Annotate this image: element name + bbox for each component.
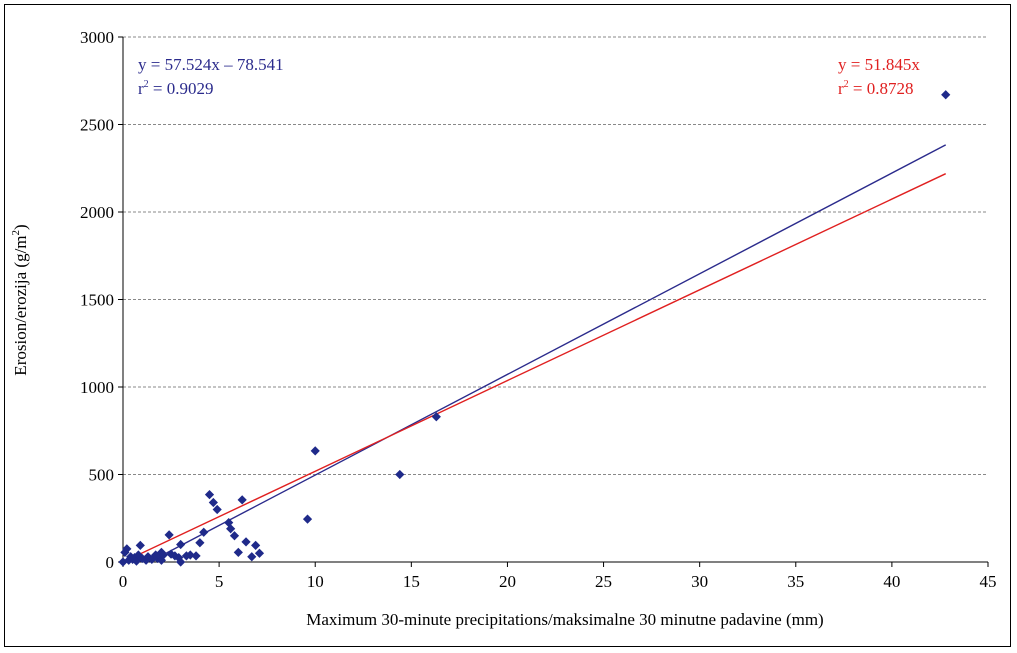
x-tick-label: 35	[787, 572, 804, 591]
x-tick-label: 0	[119, 572, 128, 591]
data-point	[176, 557, 186, 567]
y-tick-label: 500	[89, 466, 115, 485]
y-axis-title: Erosion/erozija (g/m2)	[10, 224, 30, 375]
data-point	[302, 514, 313, 524]
data-point	[254, 548, 265, 558]
y-tick-label: 1000	[80, 378, 114, 397]
fit-r2-blue: r2 = 0.9029	[138, 79, 214, 98]
data-point	[204, 490, 215, 500]
data-point	[176, 539, 186, 550]
data-point	[191, 551, 201, 561]
data-point	[237, 495, 247, 505]
fit-line-blue	[149, 144, 947, 563]
fit-r2-blue-label: r	[138, 79, 144, 98]
x-axis-title: Maximum 30-minute precipitations/maksima…	[306, 610, 823, 629]
data-point	[941, 90, 951, 100]
data-point	[241, 537, 251, 547]
data-point	[233, 547, 243, 557]
y-axis-title-main: Erosion/erozija (g/m	[11, 235, 30, 375]
x-tick-label: 5	[215, 572, 224, 591]
data-point	[195, 538, 205, 548]
data-point	[199, 527, 209, 537]
gridlines	[123, 36, 988, 475]
fit-r2-red: r2 = 0.8728	[838, 79, 914, 98]
fit-equation-blue: y = 57.524x – 78.541	[138, 55, 284, 74]
data-point	[118, 557, 128, 567]
y-tick-label: 1500	[80, 291, 114, 310]
data-point	[226, 524, 236, 534]
y-tick-label: 2000	[80, 203, 114, 222]
data-point	[431, 412, 441, 422]
chart-frame	[4, 4, 1011, 647]
y-axis-title-sup: 2	[10, 230, 22, 236]
fit-r2-blue-sup: 2	[144, 79, 149, 90]
data-point	[185, 550, 195, 560]
fit-label-red: y = 51.845x r2 = 0.8728	[838, 55, 920, 98]
x-tick-label: 15	[403, 572, 420, 591]
fit-r2-red-value: = 0.8728	[849, 79, 914, 98]
fit-label-blue: y = 57.524x – 78.541 r2 = 0.9029	[138, 55, 284, 98]
data-point	[158, 550, 168, 560]
data-points	[118, 90, 951, 567]
fit-equation-red: y = 51.845x	[838, 55, 920, 74]
x-tick-label: 30	[691, 572, 708, 591]
fit-r2-red-sup: 2	[844, 79, 849, 90]
data-point	[208, 497, 218, 508]
fit-line-red	[122, 173, 947, 563]
x-tick-label: 45	[980, 572, 997, 591]
data-point	[251, 540, 261, 550]
data-point	[135, 540, 145, 550]
data-point	[212, 504, 222, 515]
x-tick-label: 40	[883, 572, 900, 591]
data-point	[229, 531, 240, 541]
fit-r2-blue-value: = 0.9029	[149, 79, 214, 98]
x-tick-label: 10	[307, 572, 324, 591]
y-tick-label: 2500	[80, 116, 114, 135]
data-point	[395, 469, 405, 480]
y-axis-title-end: )	[11, 224, 30, 230]
data-point	[122, 544, 132, 554]
y-tick-label: 3000	[80, 28, 114, 47]
x-tick-label: 20	[499, 572, 516, 591]
axes	[118, 36, 989, 567]
fit-r2-red-label: r	[838, 79, 844, 98]
data-point	[247, 552, 257, 562]
data-point	[310, 446, 320, 456]
fit-lines	[122, 144, 947, 563]
y-tick-label: 0	[106, 553, 115, 572]
data-point	[164, 530, 174, 540]
tick-labels: 0 500 1000 1500 2000 2500 3000 0 5 10 15 20 25 30 35 40…	[80, 28, 997, 591]
x-tick-label: 25	[595, 572, 612, 591]
